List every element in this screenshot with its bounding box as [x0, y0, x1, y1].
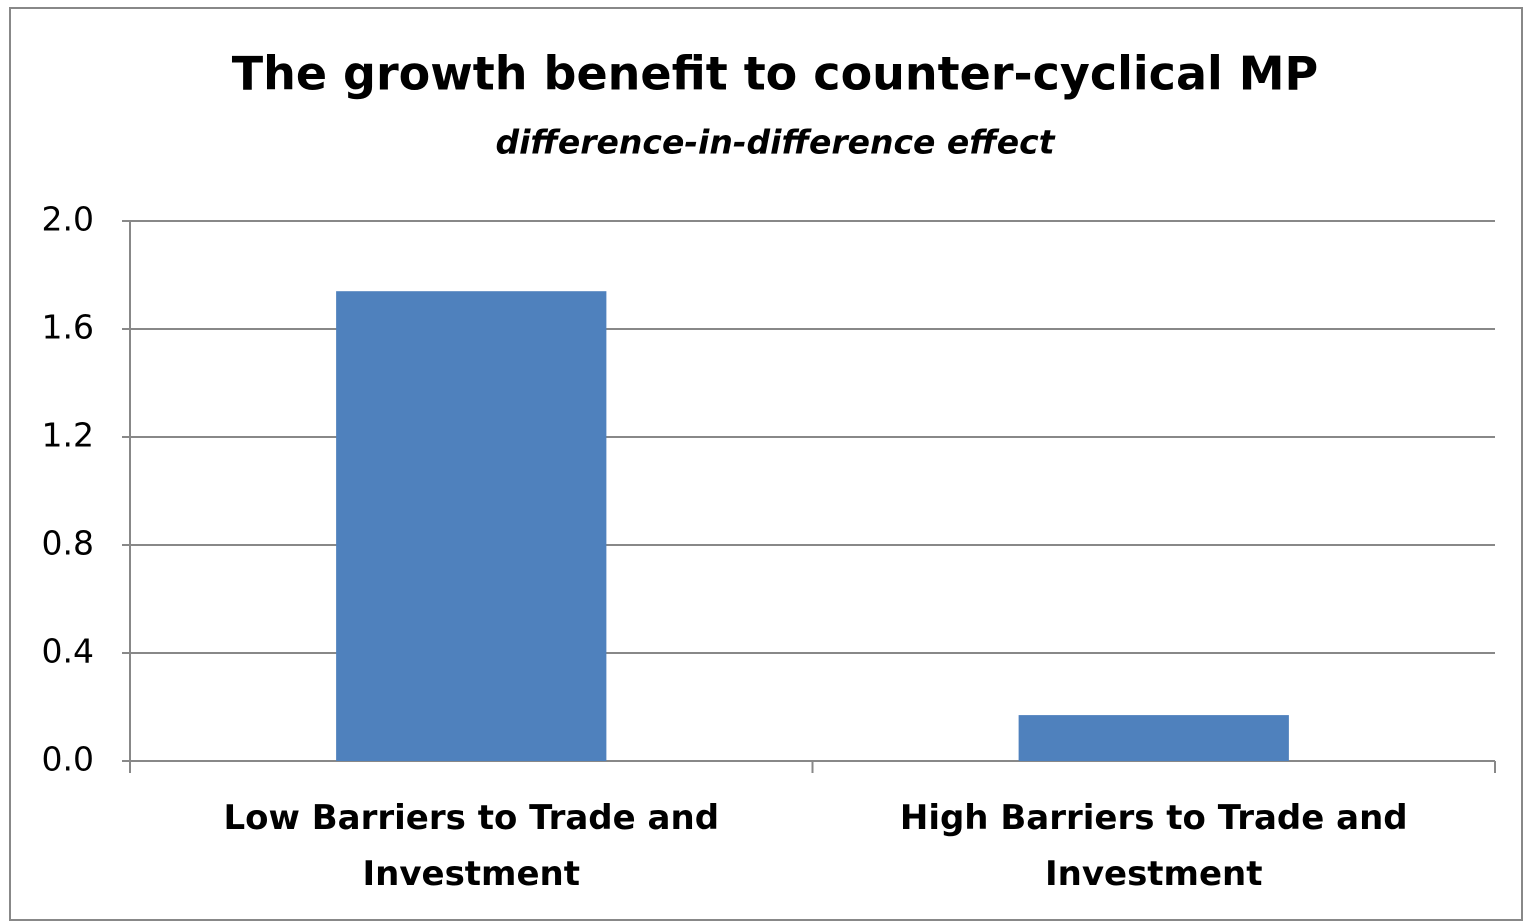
y-tick-label: 0.0 — [42, 740, 94, 779]
y-tick-label: 0.8 — [42, 524, 94, 563]
bar — [1018, 715, 1289, 761]
y-tick-label: 0.4 — [42, 632, 94, 671]
chart-title: The growth benefit to counter-cyclical M… — [232, 47, 1319, 101]
y-tick-label: 2.0 — [42, 200, 94, 239]
x-tick-label: Low Barriers to Trade and Investment — [223, 798, 720, 894]
y-tick-label: 1.6 — [42, 308, 94, 347]
y-tick-label: 1.2 — [42, 416, 94, 455]
chart-frame — [9, 7, 1523, 921]
bar — [336, 291, 607, 761]
chart-subtitle: difference-in-difference effect — [495, 123, 1055, 162]
x-tick-label: High Barriers to Trade and Investment — [899, 798, 1408, 894]
